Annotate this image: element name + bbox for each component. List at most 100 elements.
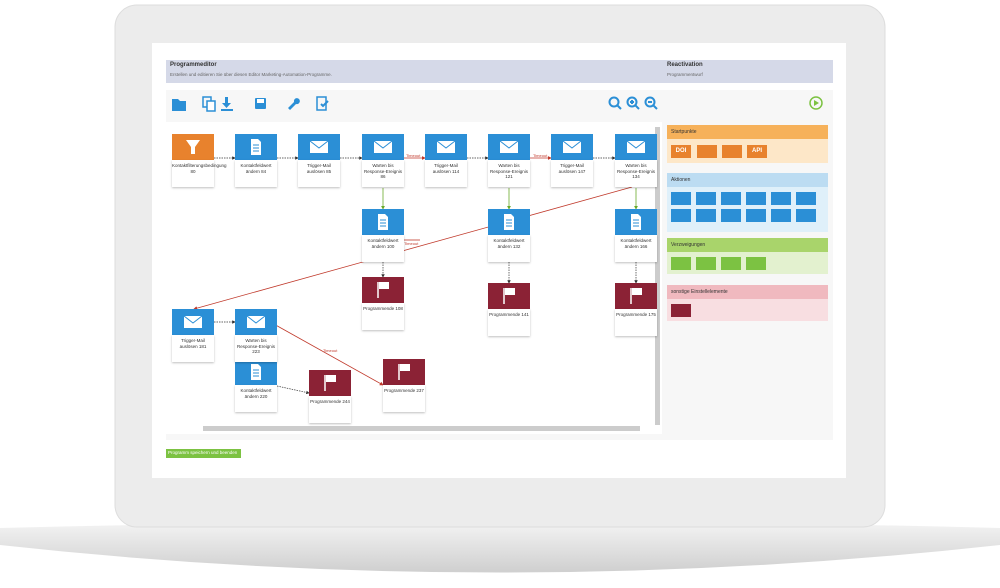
node-icon-box <box>309 370 351 396</box>
edge-label: Timeout <box>404 241 419 246</box>
flag-icon <box>400 364 410 371</box>
action-button[interactable] <box>746 192 766 205</box>
subtitle: Erstellen und editieren Sie über diesen … <box>170 72 332 77</box>
search-icon[interactable] <box>608 96 620 108</box>
zoom-out-icon[interactable] <box>644 96 656 108</box>
node-label[interactable]: Kontaktfeldwert ändern 132 <box>488 235 530 262</box>
v-scrollbar[interactable] <box>655 127 660 425</box>
panel-header <box>667 125 828 139</box>
node-icon-box <box>615 283 657 309</box>
node-label[interactable]: Warten bis Response-Ereignis 121 <box>488 160 530 187</box>
node-label[interactable]: Kontaktfeldwert ändern 84 <box>235 160 277 187</box>
document-icon <box>504 214 514 230</box>
palette <box>671 145 816 317</box>
panel-header <box>667 173 828 187</box>
panel-body <box>667 299 828 321</box>
node-label[interactable]: Kontaktfeldwert ändern 220 <box>235 385 277 412</box>
action-button[interactable] <box>721 192 741 205</box>
action-button[interactable] <box>671 209 691 222</box>
node-label[interactable]: Programmende 141 <box>488 309 530 336</box>
panel-header <box>667 238 828 252</box>
mail-flap <box>309 140 329 149</box>
node-label[interactable]: Programmende 244 <box>309 396 351 423</box>
node-shapes <box>172 134 657 396</box>
doc-lines <box>506 219 512 227</box>
save-button-label[interactable]: Programm speichern und beenden <box>168 450 238 455</box>
action-button[interactable] <box>696 192 716 205</box>
title: Programmeditor <box>170 62 217 68</box>
mail-flap <box>562 140 582 149</box>
panel-title: Startpunkte <box>671 129 697 135</box>
program-status: Programmentwurf <box>667 72 703 77</box>
play-icon[interactable] <box>809 96 823 110</box>
branch-button[interactable] <box>696 257 716 270</box>
action-button[interactable] <box>746 209 766 222</box>
timeout-edges <box>193 156 633 386</box>
edge-label: Timeout <box>533 153 548 158</box>
node-label[interactable]: Trigger-Mail auslösen 147 <box>551 160 593 187</box>
action-button[interactable] <box>696 209 716 222</box>
action-button[interactable] <box>796 192 816 205</box>
panel-title: Verzweigungen <box>671 242 706 248</box>
doc-lines <box>253 144 259 152</box>
action-button[interactable] <box>771 209 791 222</box>
branch-button[interactable] <box>721 257 741 270</box>
edges <box>214 156 638 395</box>
doc-lines <box>253 369 259 377</box>
doc-lines <box>633 219 639 227</box>
document-icon <box>251 364 261 380</box>
flag-icon <box>505 288 515 295</box>
api-button[interactable]: API <box>747 145 767 158</box>
node-icon-box <box>362 277 404 303</box>
action-button[interactable] <box>771 192 791 205</box>
mail-flap <box>183 315 203 324</box>
branch-button[interactable] <box>746 257 766 270</box>
program-name: Reactivation <box>667 62 703 68</box>
flag-icon <box>326 375 336 382</box>
edge-label: Timeout <box>323 348 338 353</box>
branch-button[interactable] <box>671 257 691 270</box>
node-label[interactable]: Programmende 237 <box>383 385 425 412</box>
node-icon-box <box>488 283 530 309</box>
save-button[interactable] <box>166 449 241 458</box>
end-button[interactable] <box>671 304 691 317</box>
download-icon[interactable] <box>221 97 233 111</box>
event-button[interactable] <box>722 145 742 158</box>
node-label[interactable]: Kontaktfilterungsbedingung 80 <box>172 160 227 187</box>
doi-button[interactable]: DOI <box>671 145 691 158</box>
node-label[interactable]: Kontaktfeldwert ändern 100 <box>362 235 404 262</box>
node-label[interactable]: Kontaktfeldwert ändern 166 <box>615 235 657 262</box>
mail-flap <box>436 140 456 149</box>
open-icon[interactable] <box>172 99 186 111</box>
node-label[interactable]: Warten bis Response-Ereignis 134 <box>615 160 657 187</box>
h-scrollbar[interactable] <box>203 426 640 431</box>
settings-icon[interactable] <box>288 98 300 110</box>
node-label[interactable]: Trigger-Mail auslösen 114 <box>425 160 467 187</box>
node-label[interactable]: Programmende 175 <box>615 309 657 336</box>
doc-lines <box>380 219 386 227</box>
document-icon <box>378 214 388 230</box>
document-icon <box>631 214 641 230</box>
filter-button[interactable] <box>697 145 717 158</box>
panel-title: sonstige Einstellelemente <box>671 289 728 295</box>
node-label[interactable]: Programmende 108 <box>362 303 404 330</box>
node-label[interactable]: Trigger-Mail auslösen 85 <box>298 160 340 187</box>
panel-title: Aktionen <box>671 177 691 183</box>
laptop-base <box>0 521 1000 573</box>
node-label[interactable]: Trigger-Mail auslösen 181 <box>172 335 214 362</box>
funnel-icon <box>186 140 200 154</box>
mail-flap <box>246 315 266 324</box>
edge-label: Timeout <box>406 153 421 158</box>
action-button[interactable] <box>721 209 741 222</box>
check-icon[interactable] <box>316 96 327 111</box>
node-label[interactable]: Warten bis Response-Ereignis 223 <box>235 335 277 362</box>
action-button[interactable] <box>671 192 691 205</box>
zoom-in-icon[interactable] <box>626 96 638 108</box>
flag-icon <box>632 288 642 295</box>
node-label[interactable]: Warten bis Response-Ereignis 86 <box>362 160 404 187</box>
mail-flap <box>626 140 646 149</box>
action-button[interactable] <box>796 209 816 222</box>
toolbar <box>172 96 658 112</box>
